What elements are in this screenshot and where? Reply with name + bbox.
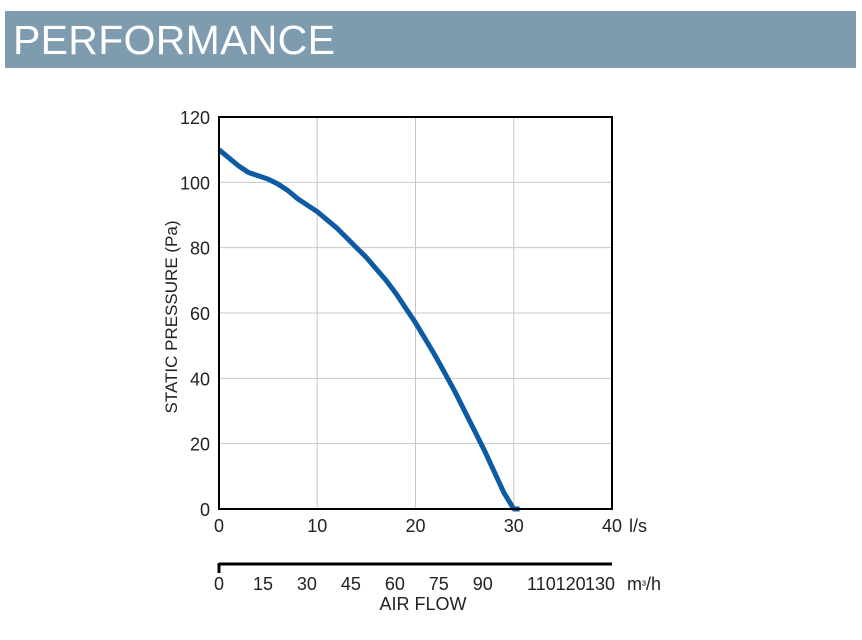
secondary-x-tick-labels: 0 15 30 45 60 75 90 110 120 130: [214, 574, 615, 594]
secondary-x-tick-label: 110: [527, 574, 556, 594]
secondary-x-unit-label: m³/h: [627, 574, 661, 594]
x-unit-label: l/s: [629, 516, 647, 536]
x-tick-labels: 0 10 20 30 40: [214, 516, 622, 536]
secondary-x-tick-label: 45: [341, 574, 361, 594]
header-bar: PERFORMANCE: [5, 11, 856, 68]
x-tick-label: 0: [214, 516, 224, 536]
performance-curve-line: [217, 147, 520, 512]
secondary-x-tick-label: 130: [585, 574, 615, 594]
grid-lines: [219, 117, 612, 509]
y-tick-label: 120: [180, 108, 210, 128]
secondary-x-tick-label: 15: [253, 574, 273, 594]
secondary-x-tick-label: 0: [214, 574, 224, 594]
x-tick-label: 30: [504, 516, 524, 536]
y-tick-labels: 0 20 40 60 80 100 120: [180, 108, 210, 520]
y-tick-label: 100: [180, 173, 210, 193]
secondary-x-tick-label: 90: [473, 574, 493, 594]
page-title: PERFORMANCE: [13, 17, 336, 63]
x-tick-label: 20: [405, 516, 425, 536]
secondary-x-tick-label: 120: [556, 574, 586, 594]
x-tick-label: 10: [307, 516, 327, 536]
secondary-x-tick-label: 75: [429, 574, 449, 594]
x-tick-label: 40: [602, 516, 622, 536]
y-tick-label: 20: [190, 435, 210, 455]
secondary-axis: [217, 562, 612, 573]
y-tick-label: 40: [190, 369, 210, 389]
y-tick-label: 60: [190, 304, 210, 324]
x-axis-label: AIR FLOW: [379, 594, 466, 614]
secondary-x-tick-label: 60: [385, 574, 405, 594]
y-tick-label: 80: [190, 239, 210, 259]
plot-frame: [218, 116, 613, 510]
y-tick-label: 0: [200, 500, 210, 520]
y-axis-label: STATIC PRESSURE (Pa): [162, 220, 181, 413]
secondary-x-tick-label: 30: [297, 574, 317, 594]
